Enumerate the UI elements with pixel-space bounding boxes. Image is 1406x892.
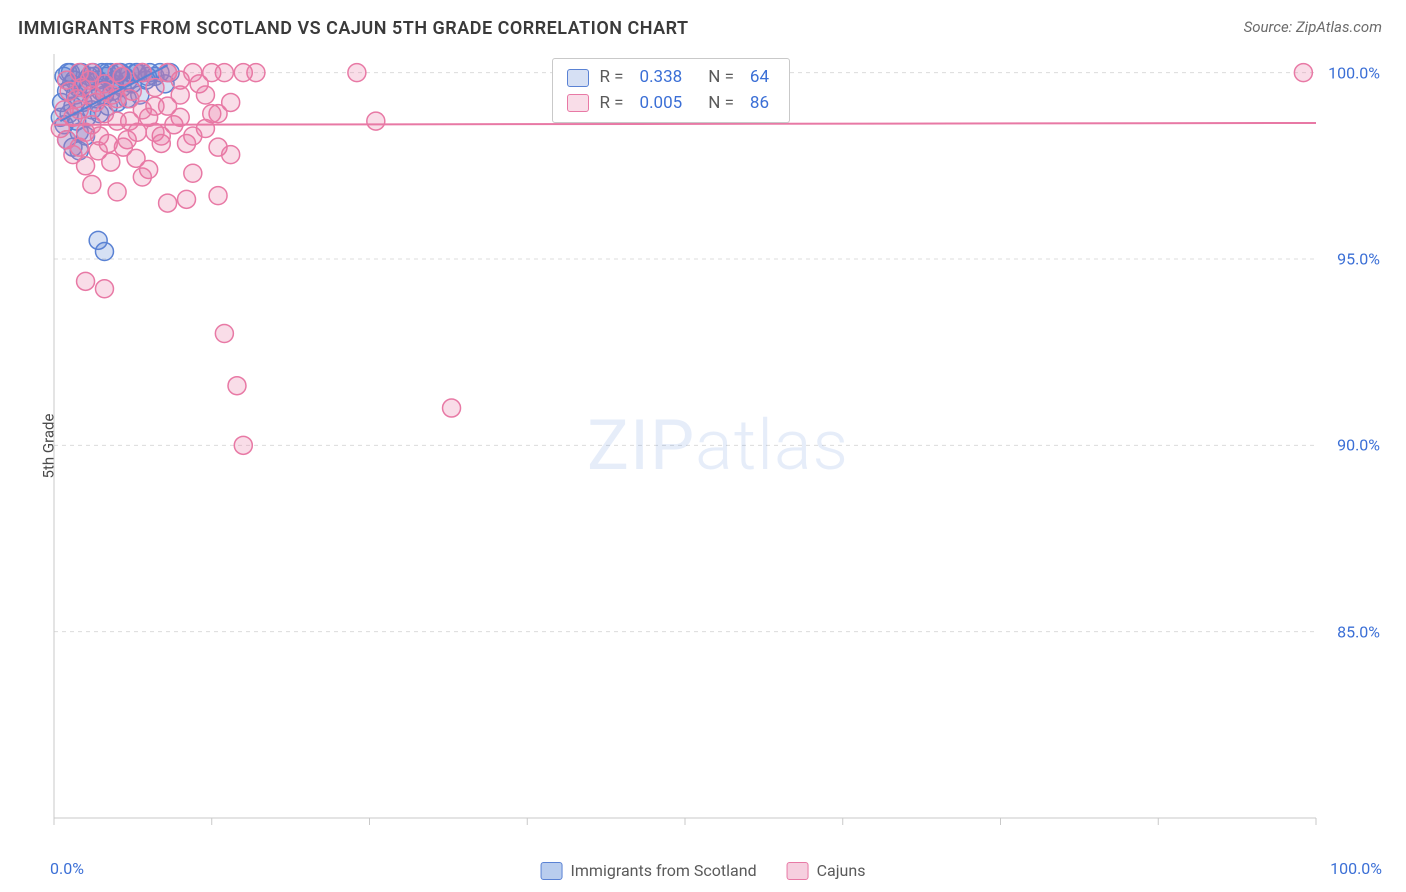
legend-r-label: R =	[599, 91, 623, 117]
legend-swatch	[567, 94, 589, 112]
scatter-plot	[50, 50, 1386, 842]
legend-swatch	[787, 862, 809, 880]
y-tick-label: 85.0%	[1337, 622, 1380, 641]
series-legend-label: Immigrants from Scotland	[571, 861, 757, 880]
chart-area: 5th Grade ZIPatlas R =0.338N =64R =0.005…	[50, 50, 1386, 842]
correlation-legend: R = 0.338 N = 64 R = 0.005 N = 86	[552, 58, 790, 123]
source-label: Source: ZipAtlas.com	[1244, 18, 1382, 36]
series-legend-label: Cajuns	[817, 861, 866, 880]
series-legend-item: Immigrants from Scotland	[541, 861, 757, 880]
legend-r-label: R =	[599, 65, 623, 91]
legend-n-label: N =	[708, 91, 734, 117]
legend-r-value: 0.338	[640, 65, 683, 91]
legend-swatch	[567, 69, 589, 87]
legend-n-value: 64	[750, 65, 769, 91]
series-legend-item: Cajuns	[787, 861, 866, 880]
legend-row: R = 0.338 N = 64	[567, 65, 775, 91]
legend-n-label: N =	[708, 65, 734, 91]
series-legend: Immigrants from Scotland Cajuns	[541, 861, 866, 880]
y-tick-label: 90.0%	[1337, 436, 1380, 455]
x-axis-min-label: 0.0%	[50, 859, 84, 878]
chart-title: IMMIGRANTS FROM SCOTLAND VS CAJUN 5TH GR…	[18, 18, 689, 39]
legend-swatch	[541, 862, 563, 880]
y-tick-label: 95.0%	[1337, 249, 1380, 268]
x-axis-max-label: 100.0%	[1330, 859, 1382, 878]
y-tick-label: 100.0%	[1328, 63, 1380, 82]
legend-n-value: 86	[750, 91, 769, 117]
legend-row: R = 0.005 N = 86	[567, 91, 775, 117]
legend-r-value: 0.005	[640, 91, 683, 117]
